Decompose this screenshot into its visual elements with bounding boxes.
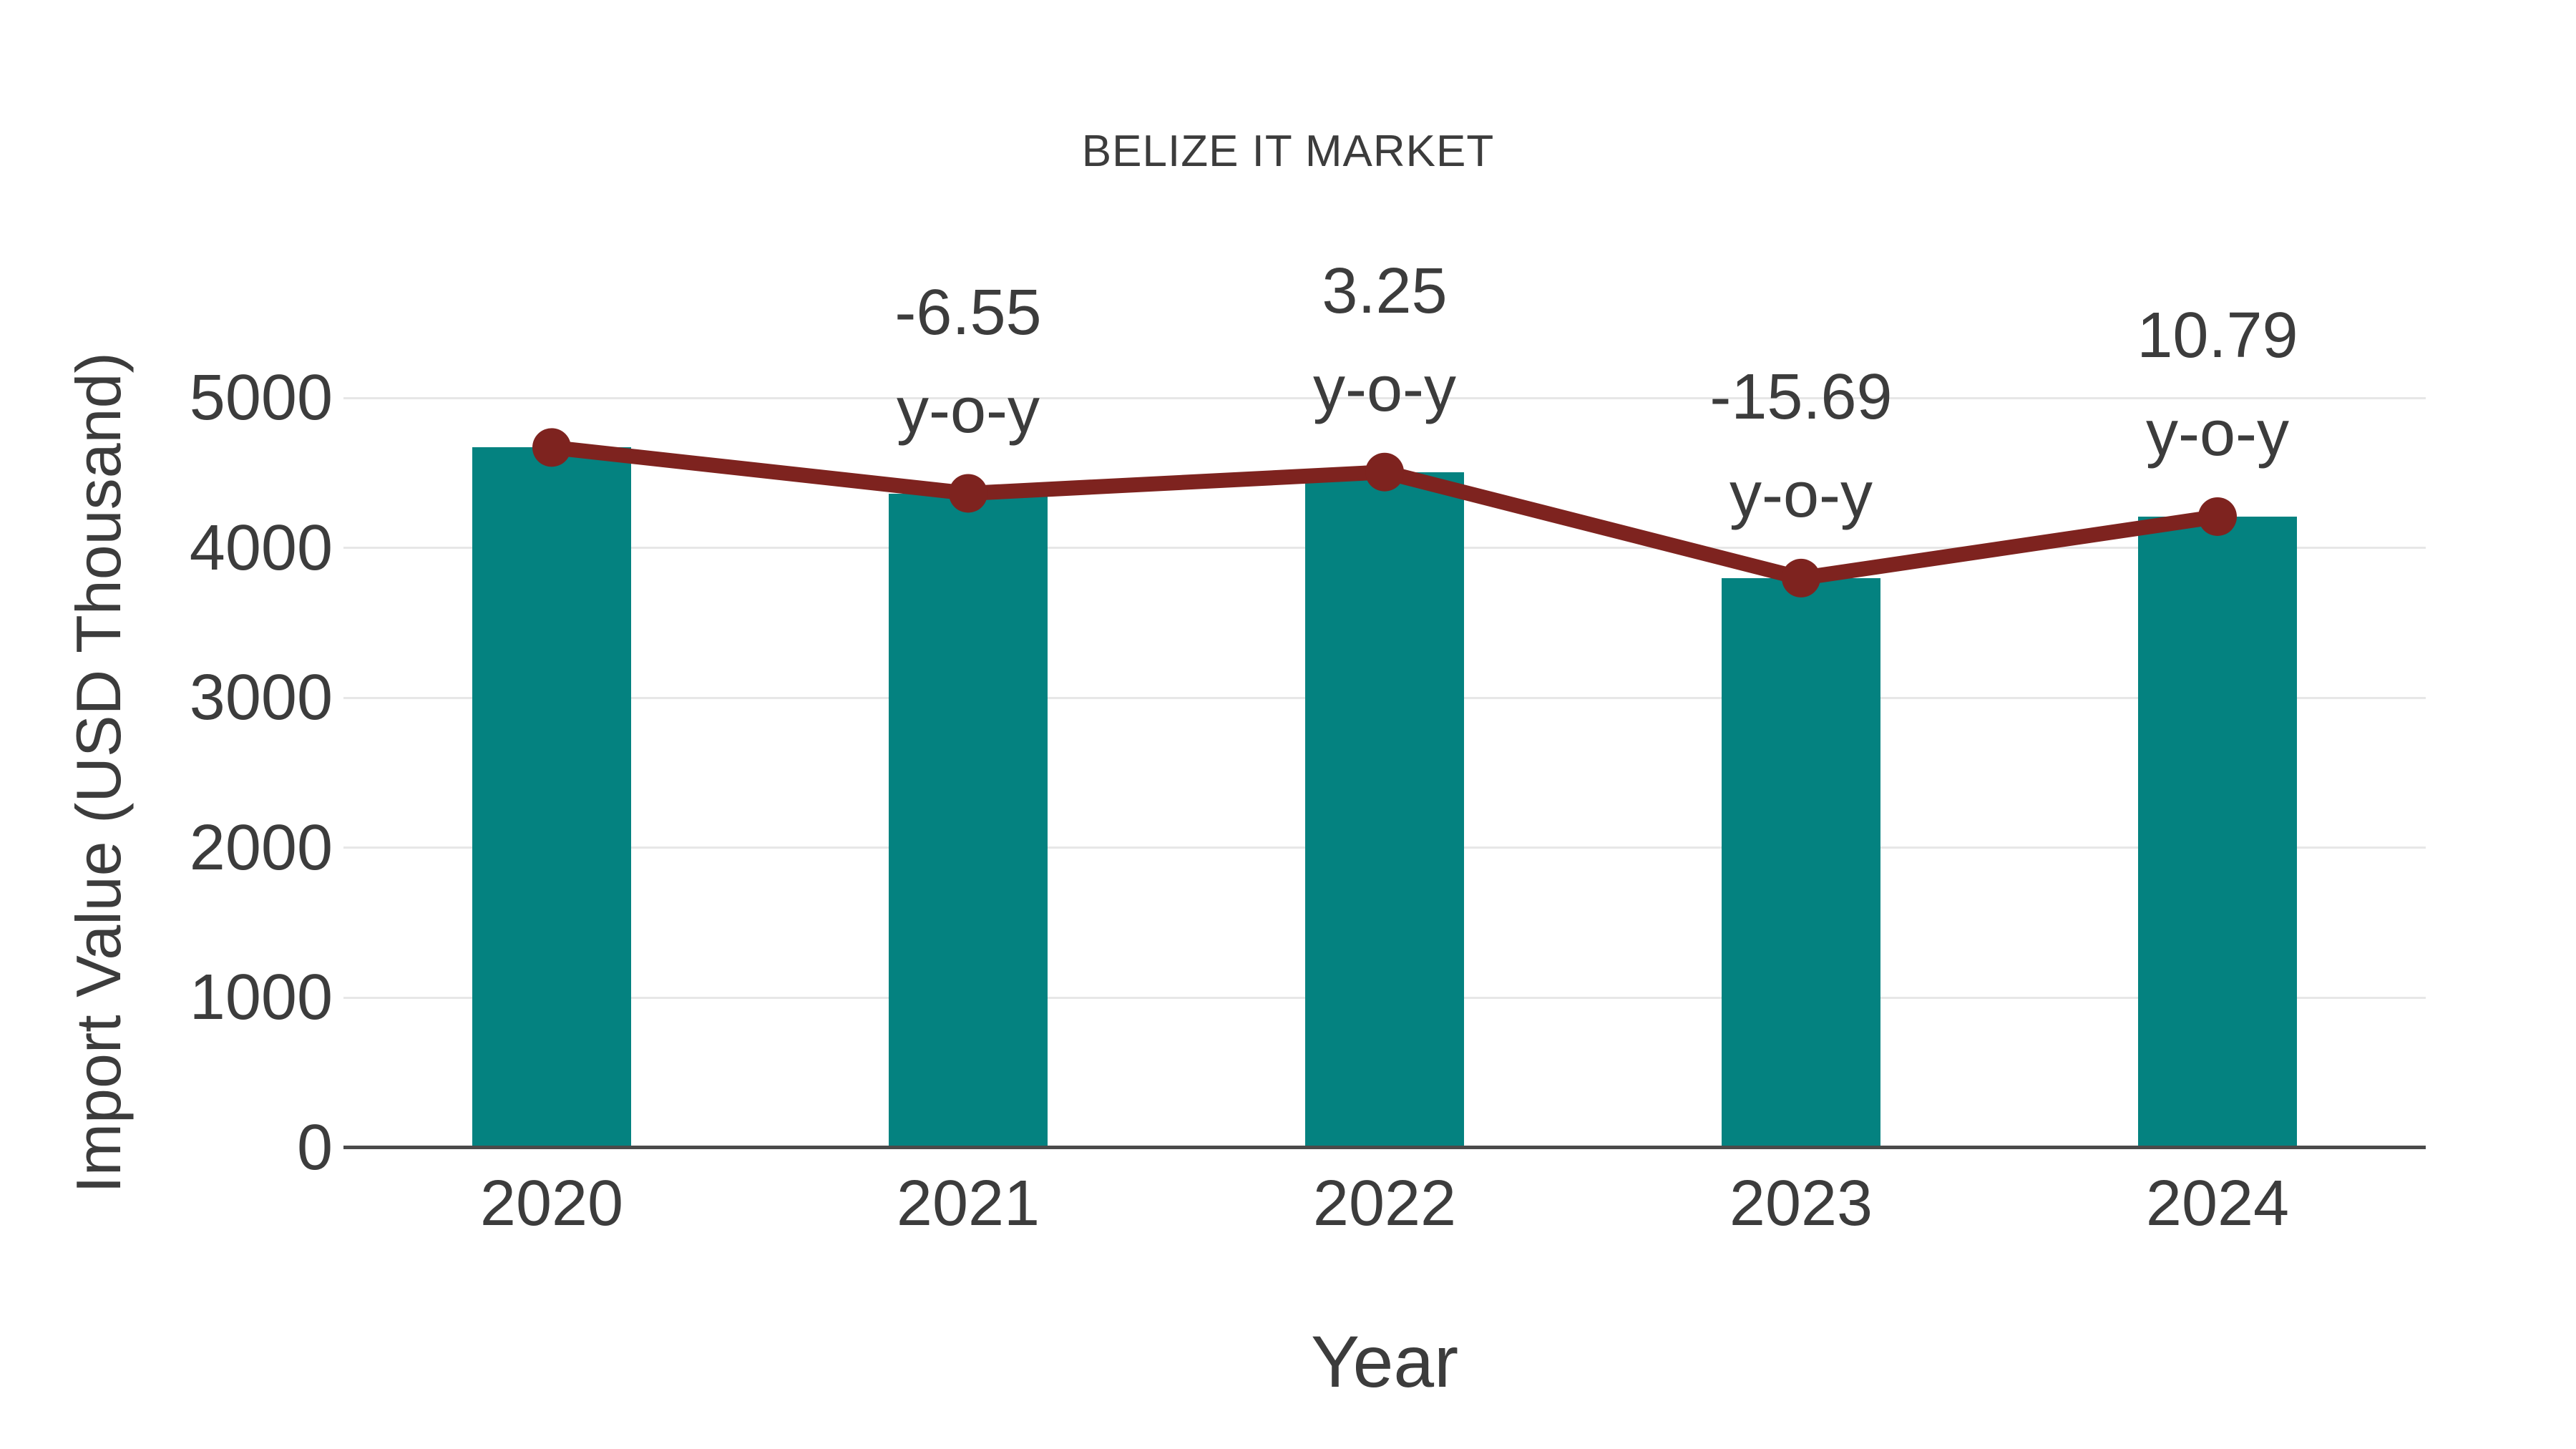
data-point-marker-2022 [1365, 452, 1404, 492]
x-tick-label-2020: 2020 [479, 1168, 624, 1239]
trend-line-layer [532, 428, 2237, 597]
yoy-annotation-2021: -6.55 y-o-y [894, 264, 1041, 460]
bar-2021 [889, 493, 1048, 1148]
x-tick-label-2022: 2022 [1312, 1168, 1457, 1239]
bar-2023 [1722, 577, 1880, 1148]
data-point-marker-2023 [1782, 558, 1820, 597]
yoy-value-label: 3.25 [1322, 255, 1448, 328]
y-tick-label-3000: 3000 [189, 662, 333, 734]
x-axis-line [343, 1146, 2426, 1149]
bar-2020 [472, 447, 631, 1148]
x-tick-label-2021: 2021 [896, 1168, 1040, 1239]
data-point-marker-2020 [532, 428, 571, 467]
y-tick-label-4000: 4000 [189, 512, 333, 584]
yoy-annotation-2022: 3.25 y-o-y [1313, 243, 1456, 439]
x-tick-label-2023: 2023 [1729, 1168, 1873, 1239]
yoy-suffix-label: y-o-y [896, 374, 1040, 447]
data-point-marker-2021 [949, 474, 987, 513]
x-tick-label-2024: 2024 [2145, 1168, 2290, 1239]
yoy-value-label: -6.55 [894, 276, 1042, 348]
x-axis-label: Year [1310, 1321, 1459, 1402]
y-tick-label-5000: 5000 [189, 362, 333, 434]
yoy-annotation-2023: -15.69 y-o-y [1709, 348, 1892, 545]
yoy-suffix-label: y-o-y [2145, 398, 2289, 470]
yoy-value-label: -15.69 [1709, 361, 1893, 434]
bar-2022 [1305, 472, 1464, 1148]
y-tick-label-2000: 2000 [189, 811, 333, 884]
bar-2024 [2138, 516, 2297, 1148]
data-point-marker-2024 [2198, 497, 2237, 536]
y-tick-label-0: 0 [296, 1112, 333, 1184]
plot-area: -6.55 y-o-y 3.25 y-o-y -15.69 y-o-y 10.79 y-o-y [343, 255, 2426, 1149]
yoy-suffix-label: y-o-y [1729, 459, 1873, 532]
gridline [343, 396, 2426, 399]
yoy-value-label: 10.79 [2137, 300, 2298, 372]
yoy-annotation-2024: 10.79 y-o-y [2137, 287, 2298, 483]
yoy-suffix-label: y-o-y [1313, 353, 1456, 425]
y-tick-label-1000: 1000 [189, 962, 333, 1034]
chart-title: BELIZE IT MARKET [1081, 127, 1495, 176]
